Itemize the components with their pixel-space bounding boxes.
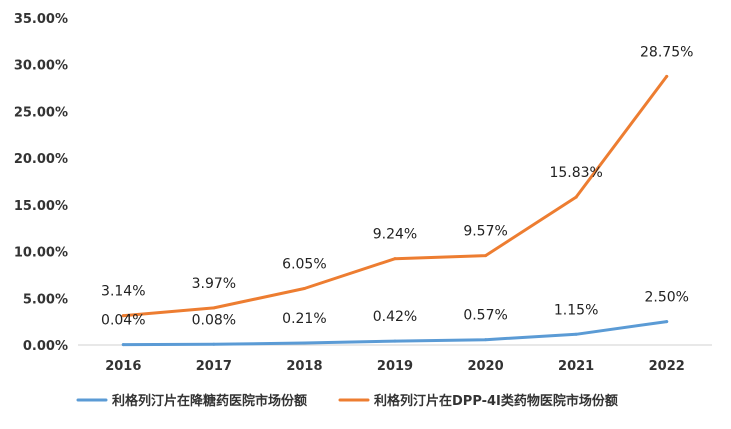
data-point-2 xyxy=(484,254,488,258)
data-label-1: 1.15% xyxy=(554,302,598,318)
data-point-1 xyxy=(574,332,578,336)
data-point-1 xyxy=(665,320,669,324)
x-tick-label: 2019 xyxy=(377,359,413,374)
y-tick-label: 5.00% xyxy=(23,292,68,307)
data-point-2 xyxy=(665,74,669,78)
data-labels: 0.04% 0.08% 0.21% 0.42% 0.57% 1.15% 2.50% 3.14%… xyxy=(101,44,693,328)
legend: 利格列汀片在降糖药医院市场份额 利格列汀片在DPP-4I类药物医院市场份额 xyxy=(76,393,618,409)
y-tick-label: 25.00% xyxy=(14,105,68,120)
data-label-1: 0.21% xyxy=(282,311,326,327)
y-tick-label: 0.00% xyxy=(23,339,68,354)
y-tick-label: 10.00% xyxy=(14,246,68,261)
data-point-2 xyxy=(574,195,578,199)
x-tick-label: 2021 xyxy=(558,359,594,374)
data-label-2: 3.14% xyxy=(101,284,145,300)
y-tick-label: 35.00% xyxy=(14,12,68,27)
data-label-1: 0.42% xyxy=(373,309,417,325)
data-label-2: 15.83% xyxy=(549,165,602,181)
data-point-2 xyxy=(302,286,306,290)
x-tick-label: 2016 xyxy=(105,359,141,374)
data-label-2: 28.75% xyxy=(640,44,693,60)
legend-label-2: 利格列汀片在DPP-4I类药物医院市场份额 xyxy=(374,393,618,409)
data-point-1 xyxy=(484,338,488,342)
x-tick-label: 2018 xyxy=(286,359,322,374)
data-label-1: 2.50% xyxy=(644,290,688,306)
x-tick-label: 2022 xyxy=(649,359,685,374)
data-label-2: 9.24% xyxy=(373,227,417,243)
y-tick-label: 30.00% xyxy=(14,59,68,74)
data-point-1 xyxy=(302,341,306,345)
data-label-2: 6.05% xyxy=(282,256,326,272)
data-point-1 xyxy=(393,339,397,343)
data-point-2 xyxy=(212,306,216,310)
axes: 0.00% 5.00% 10.00% 15.00% 20.00% 25.00% 30.00%… xyxy=(14,12,712,374)
y-tick-label: 15.00% xyxy=(14,199,68,214)
data-label-1: 0.08% xyxy=(192,312,236,328)
data-point-1 xyxy=(212,342,216,346)
y-tick-label: 20.00% xyxy=(14,152,68,167)
data-label-2: 9.57% xyxy=(463,224,507,240)
data-point-2 xyxy=(121,314,125,318)
legend-label-1: 利格列汀片在降糖药医院市场份额 xyxy=(112,393,307,409)
data-label-1: 0.04% xyxy=(101,313,145,329)
data-label-2: 3.97% xyxy=(192,276,236,292)
data-point-2 xyxy=(393,257,397,261)
series-lines xyxy=(121,74,669,347)
x-tick-label: 2017 xyxy=(196,359,232,374)
x-tick-label: 2020 xyxy=(467,359,503,374)
data-point-1 xyxy=(121,343,125,347)
data-label-1: 0.57% xyxy=(463,308,507,324)
